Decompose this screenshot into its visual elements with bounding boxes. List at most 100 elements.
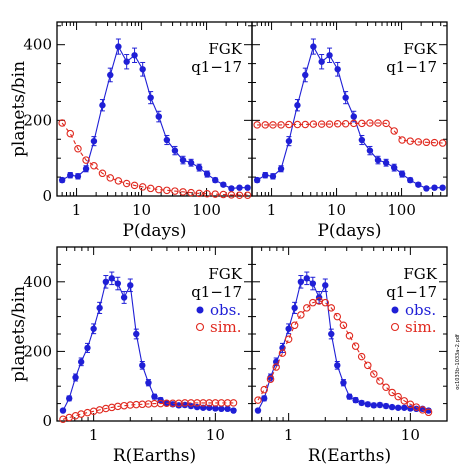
obs-point [59,407,67,414]
obs-point [366,147,374,154]
series-line-sim [62,402,234,420]
obs-point [407,176,414,184]
obs-point [254,407,262,414]
x-tick-label: 1 [72,201,82,219]
y-tick-label: 0 [42,187,52,205]
obs-point [147,94,154,101]
sim-point [227,191,236,199]
obs-point [285,137,293,145]
sim-point [388,388,396,397]
obs-point [145,379,152,386]
obs-point [114,280,122,287]
sim-point [414,138,423,146]
sim-point [357,352,366,361]
obs-point [401,404,408,411]
series-line-sim [61,122,248,196]
obs-point [326,52,333,59]
obs-point [74,173,82,180]
obs-point [244,184,251,191]
sim-point [285,120,293,129]
obs-point [350,113,357,120]
side-note: oc1033b–1033a–2.pdf [455,334,461,390]
obs-point [115,43,122,50]
sim-point [358,119,366,128]
x-tick-label: 100 [387,201,416,219]
sim-point [272,363,280,371]
sim-point [422,138,431,147]
panel-label: FGK [208,40,242,58]
sim-point [284,335,293,343]
obs-point [82,165,90,172]
panel-label: FGK [403,265,437,283]
obs-point [236,184,243,191]
obs-point [309,280,317,287]
panel-label: q1−17 [191,58,242,76]
obs-point [431,184,438,191]
obs-point [370,402,378,409]
sim-point [309,120,318,128]
sim-point [235,191,244,199]
x-tick-label: 1 [89,426,99,444]
panel-label: q1−17 [191,283,242,301]
obs-point [382,402,390,410]
sim-point [303,304,311,312]
obs-point [77,358,85,366]
x-tick-label: 10 [132,201,151,219]
obs-point [352,396,359,404]
legend-obs-marker [196,306,204,314]
obs-point [376,401,384,409]
obs-point [390,164,398,171]
sim-point [203,189,211,198]
sim-point [66,129,75,138]
obs-point [212,405,219,412]
sim-point [130,181,139,190]
legend-label-sim: sim. [405,318,437,336]
obs-point [342,94,349,101]
panels: 1 10 1000200400P(days)planets/binFGKq1−171… [9,21,448,466]
sim-point [82,156,90,164]
sim-point [254,396,262,404]
obs-point [297,278,305,285]
x-tick-label: 100 [192,201,221,219]
sim-point [345,331,354,340]
sim-point [269,121,277,129]
obs-point [269,173,277,180]
sim-point [297,311,305,319]
sim-point [106,174,115,182]
sim-point [438,139,447,147]
sim-point [406,137,414,145]
obs-point [58,176,66,184]
sim-point [424,408,433,417]
sim-point [243,191,252,199]
obs-point [131,52,138,59]
sim-point [301,120,310,129]
y-tick-label: 400 [23,273,52,291]
legend-sim-marker [195,322,205,332]
sim-point [253,121,261,129]
y-tick-label: 0 [42,412,52,430]
obs-point [72,374,79,381]
obs-point [220,181,227,188]
sim-point [327,304,336,312]
legend-label-obs: obs. [405,301,436,319]
obs-point [272,358,280,366]
obs-point [90,137,98,145]
obs-point [151,393,158,400]
obs-point [179,156,187,164]
obs-point [96,304,103,312]
obs-point [90,325,97,332]
sim-point [219,190,228,199]
y-axis-title: planets/bin [9,61,29,157]
sim-point [266,375,275,383]
x-tick-label: 1 [284,426,294,444]
obs-point [334,66,341,73]
x-tick-label: 1 [267,201,277,219]
obs-point [67,171,74,179]
x-tick-label: 10 [401,426,420,444]
obs-point [322,282,329,289]
x-axis-title: R(Earths) [113,446,196,466]
sim-point [400,397,409,405]
